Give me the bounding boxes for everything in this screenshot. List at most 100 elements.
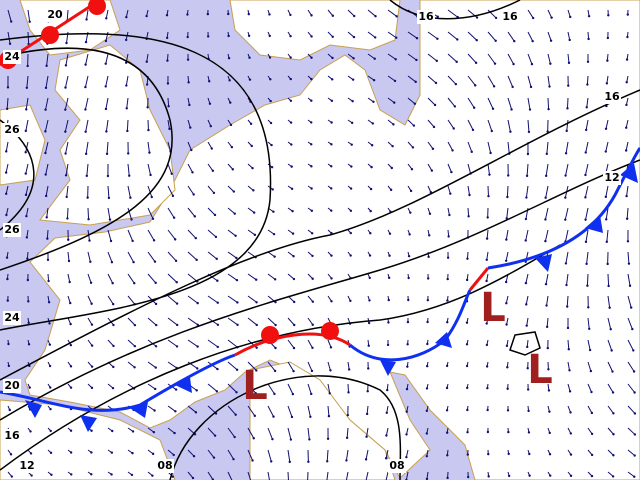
wind-head: [505, 323, 508, 326]
wind-head: [106, 174, 110, 178]
wind-head: [544, 196, 547, 199]
wind-arrow: [126, 97, 129, 109]
wind-head: [110, 473, 113, 476]
wind-arrow: [467, 119, 474, 131]
wind-arrow: [85, 141, 89, 154]
isobar-label: 16: [4, 429, 20, 442]
wind-arrow: [566, 295, 569, 307]
wind-arrow: [385, 449, 389, 459]
wind-arrow: [586, 251, 589, 264]
wind-head: [525, 174, 529, 178]
wind-arrow: [87, 317, 93, 325]
wind-head: [104, 62, 107, 65]
wind-head: [426, 320, 429, 324]
wind-head: [216, 323, 220, 326]
wind-head: [628, 284, 632, 287]
label-bg: [3, 429, 21, 443]
wind-head: [513, 39, 516, 43]
wind-arrow: [65, 141, 69, 154]
wind-head: [273, 392, 276, 396]
wind-arrow: [487, 75, 495, 87]
wind-head: [289, 56, 292, 59]
wind-arrow: [44, 141, 49, 154]
wind-head: [151, 474, 154, 477]
wind-head: [311, 323, 314, 326]
wind-head: [234, 234, 237, 237]
wind-arrow: [587, 361, 592, 372]
wind-arrow: [605, 207, 609, 220]
wind-head: [326, 460, 329, 463]
wind-head: [227, 34, 230, 38]
isobar-label: 26: [4, 123, 20, 136]
wind-head: [90, 473, 93, 476]
wind-head: [611, 391, 615, 394]
wind-arrow: [127, 163, 130, 176]
wind-arrow: [564, 229, 569, 242]
wind-head: [456, 38, 459, 41]
wind-head: [406, 343, 409, 346]
wind-head: [69, 322, 72, 326]
wind-head: [154, 387, 157, 391]
wind-arrow: [387, 97, 395, 104]
isobar: [0, 159, 640, 421]
wind-head: [526, 345, 529, 349]
wind-arrow: [345, 471, 349, 480]
wind-arrow: [45, 97, 49, 110]
wind-arrow: [247, 361, 257, 371]
wind-head: [625, 81, 628, 84]
wind-head: [526, 152, 530, 156]
wind-head: [506, 195, 509, 199]
wind-head: [273, 278, 277, 281]
wind-arrow: [627, 295, 632, 308]
wind-head: [612, 412, 615, 415]
wind-head: [485, 365, 489, 368]
wind-arrow: [127, 317, 136, 326]
front-triangles: [25, 163, 638, 432]
isobar: [0, 32, 272, 331]
wind-head: [531, 39, 534, 43]
wind-head: [567, 347, 570, 351]
wind-head: [566, 107, 569, 110]
wind-arrow: [267, 361, 276, 372]
wind-arrow: [307, 383, 312, 395]
wind-head: [370, 144, 374, 147]
wind-arrow: [67, 273, 71, 283]
wind-head: [427, 255, 430, 259]
wind-arrow: [147, 273, 157, 284]
wind-head: [414, 80, 417, 84]
wind-head: [196, 367, 199, 370]
scandinavia: [229, 0, 401, 61]
wind-arrow: [626, 207, 629, 219]
wind-head: [236, 301, 239, 304]
wind-arrow: [247, 273, 257, 281]
wind-head: [125, 15, 128, 19]
wind-head: [27, 343, 31, 346]
wind-head: [451, 149, 454, 152]
wind-arrow: [545, 273, 549, 285]
wind-head: [349, 231, 352, 235]
wind-head: [186, 58, 190, 61]
wind-head: [510, 108, 513, 111]
wind-head: [24, 129, 28, 133]
wind-head: [124, 61, 128, 64]
wind-head: [525, 324, 528, 327]
wind-arrow: [287, 273, 295, 280]
wind-head: [351, 78, 355, 81]
wind-head: [530, 62, 534, 66]
wind-head: [24, 172, 27, 175]
wind-head: [367, 321, 371, 325]
wind-arrow: [347, 9, 355, 17]
wind-arrow: [366, 427, 369, 437]
wind-head: [364, 458, 368, 461]
wind-arrow: [427, 75, 437, 84]
wind-arrow: [607, 449, 614, 456]
wind-head: [330, 99, 334, 103]
wind-head: [290, 165, 293, 168]
wind-head: [254, 392, 257, 395]
wind-arrow: [45, 185, 49, 197]
wind-arrow: [527, 75, 532, 88]
wind-head: [46, 258, 50, 262]
wind-arrow: [167, 251, 177, 262]
wind-arrow: [227, 207, 236, 215]
wind-head: [466, 257, 469, 260]
